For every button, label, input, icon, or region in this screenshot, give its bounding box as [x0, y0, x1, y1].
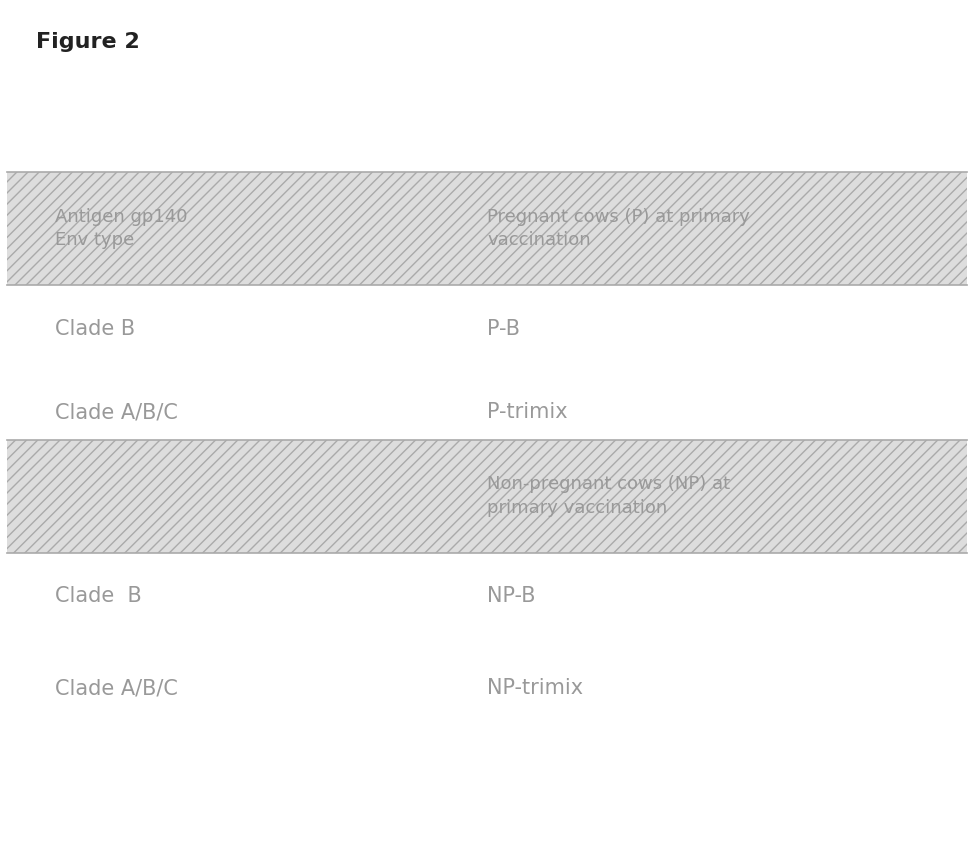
Text: P-trimix: P-trimix [487, 402, 568, 422]
Text: Pregnant cows (P) at primary
vaccination: Pregnant cows (P) at primary vaccination [487, 207, 750, 249]
Text: NP-trimix: NP-trimix [487, 678, 583, 699]
Text: Non-pregnant cows (NP) at
primary vaccination: Non-pregnant cows (NP) at primary vaccin… [487, 475, 730, 517]
Text: P-B: P-B [487, 319, 520, 339]
Text: Antigen gp140
Env type: Antigen gp140 Env type [55, 207, 187, 249]
Text: Clade B: Clade B [55, 319, 135, 339]
Bar [7, 439, 967, 552]
Text: Clade A/B/C: Clade A/B/C [55, 402, 178, 422]
Text: Figure 2: Figure 2 [36, 32, 139, 52]
Text: Clade A/B/C: Clade A/B/C [55, 678, 178, 699]
Bar [7, 172, 967, 285]
Text: Clade  B: Clade B [55, 586, 141, 606]
Text: NP-B: NP-B [487, 586, 536, 606]
